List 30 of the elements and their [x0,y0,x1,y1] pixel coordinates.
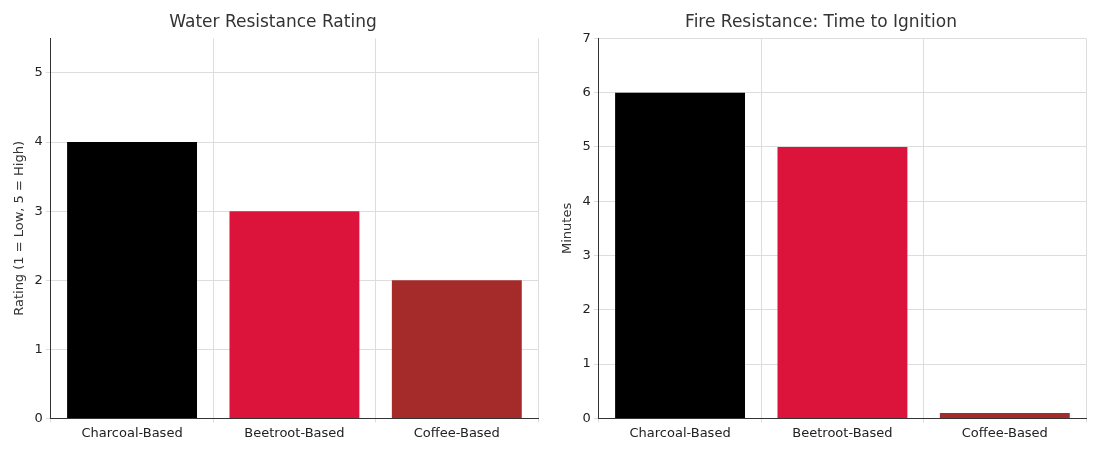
y-axis-title: Rating (1 = Low, 5 = High) [11,141,27,316]
y-tick-label: 1 [582,355,591,371]
chart-title: Water Resistance Rating [169,10,377,31]
y-tick-label: 0 [582,409,591,425]
y-axis-title: Minutes [559,202,575,254]
chart-title: Fire Resistance: Time to Ignition [685,10,957,31]
bar [67,142,198,418]
y-tick-label: 5 [34,64,43,80]
bar [939,412,1070,418]
x-tick-label: Coffee-Based [961,424,1048,440]
y-tick-label: 1 [34,340,43,356]
y-tick-label: 5 [582,138,591,154]
y-tick-label: 2 [34,271,43,287]
y-tick-label: 7 [582,29,591,45]
y-tick-label: 4 [582,192,591,208]
y-tick-label: 3 [582,246,591,262]
y-tick-label: 2 [582,301,591,317]
bar [615,92,746,418]
y-tick-label: 3 [34,202,43,218]
bar [777,146,908,418]
y-tick-label: 0 [34,409,43,425]
x-tick-label: Coffee-Based [413,424,500,440]
x-tick-label: Charcoal-Based [81,424,183,440]
y-tick-label: 6 [582,84,591,100]
y-tick-label: 4 [34,133,43,149]
x-tick-label: Charcoal-Based [629,424,731,440]
bar [391,280,522,418]
bar [229,211,360,418]
x-tick-label: Beetroot-Based [792,424,893,440]
x-tick-label: Beetroot-Based [244,424,345,440]
